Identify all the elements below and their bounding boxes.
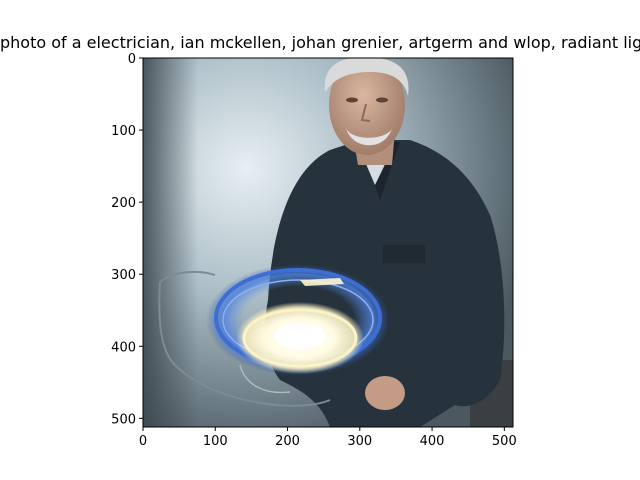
y-tick-label: 0	[128, 52, 136, 67]
figure-title: photo of a electrician, ian mckellen, jo…	[0, 33, 640, 52]
photo-wire	[158, 270, 331, 407]
photo-left-shadow	[143, 58, 253, 427]
photo-light-flare	[300, 278, 344, 286]
photo-nose	[360, 103, 371, 122]
photo-pocket	[383, 245, 425, 263]
photo-beard	[346, 128, 392, 146]
x-tick-label: 0	[139, 434, 147, 449]
y-tick-label: 100	[111, 124, 136, 139]
y-tick-label: 500	[111, 412, 136, 427]
photo-hand	[365, 376, 405, 410]
photo-wire-2	[239, 364, 291, 394]
photo-light-core	[274, 323, 326, 349]
x-tick-label: 500	[492, 434, 517, 449]
x-tick-label: 300	[347, 434, 372, 449]
photo-face	[329, 58, 405, 155]
axes-frame	[142, 57, 514, 428]
photo-hair	[324, 58, 409, 96]
photo-image	[143, 58, 513, 427]
photo-right-eye	[376, 97, 388, 103]
photo-left-eye	[346, 97, 358, 103]
x-tick-label: 400	[420, 434, 445, 449]
x-tick-label: 100	[203, 434, 228, 449]
y-tick-label: 200	[111, 196, 136, 211]
y-tick-label: 400	[111, 340, 136, 355]
y-tick-label: 300	[111, 268, 136, 283]
x-tick-label: 200	[275, 434, 300, 449]
x-axis-ticks: 0 100 200 300 400 500	[139, 427, 517, 449]
y-axis-ticks: 0 100 200 300 400 500	[111, 52, 143, 427]
photo-white-ring	[242, 308, 358, 368]
